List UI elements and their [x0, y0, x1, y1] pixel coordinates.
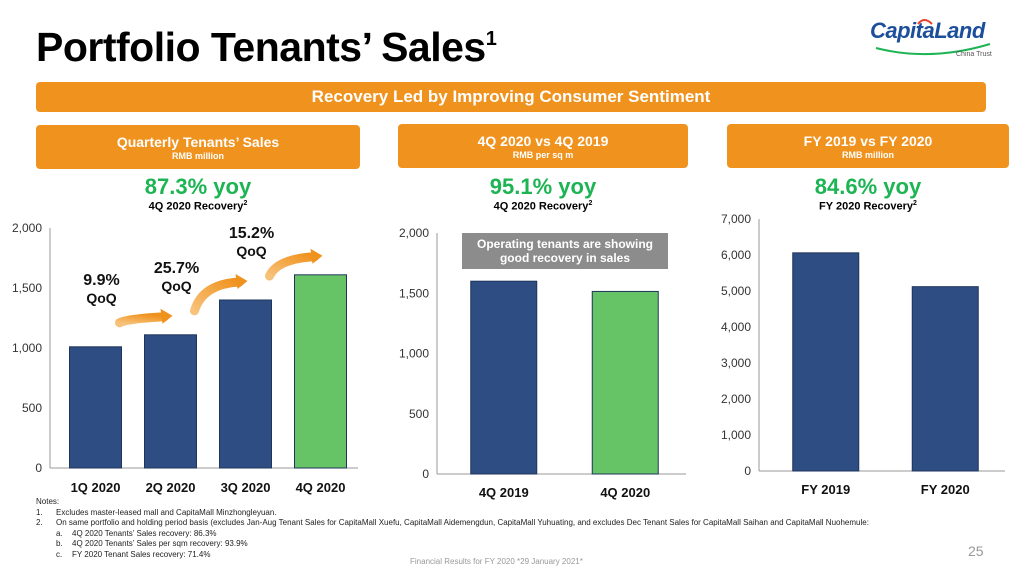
headline-fy: 84.6% yoy — [814, 174, 922, 199]
notes-heading: Notes: — [36, 497, 60, 506]
y-tick-label: 4,000 — [721, 320, 751, 334]
qoq-pct-label: 25.7% — [154, 260, 199, 277]
y-tick-label: 0 — [422, 467, 429, 481]
callout-box — [462, 233, 668, 269]
bar — [69, 346, 122, 469]
page-title: Portfolio Tenants’ Sales1 — [36, 24, 497, 70]
note-item: 1. Excludes master-leased mall and Capita… — [36, 507, 277, 517]
note-subitem: b. 4Q 2020 Tenants’ Sales per sqm recover… — [56, 539, 248, 548]
qoq-arrow-icon — [190, 277, 244, 316]
qoq-arrowhead-icon — [160, 308, 173, 324]
panel-header-fy: FY 2019 vs FY 2020 RMB million — [727, 124, 1009, 168]
y-tick-label: 500 — [409, 407, 429, 421]
footer: Financial Results for FY 2020 *29 Januar… — [410, 557, 583, 566]
logo-brand: CapitaLand — [870, 18, 985, 43]
chart-fy: 0 1,000 2,000 3,000 4,000 5,000 6,000 7,000 FY 2… — [721, 212, 1005, 497]
callout-text: Operating tenants are showing — [477, 237, 653, 251]
y-tick-label: 2,000 — [12, 221, 42, 235]
chart-quarterly: 0 500 1,000 1,500 2,000 1Q 2020 2Q 2020 3Q 2020… — [12, 221, 358, 495]
qoq-pct-label: 9.9% — [83, 272, 119, 289]
qoq-arrowhead-icon — [235, 274, 248, 289]
x-category-label: 4Q 2020 — [296, 480, 346, 495]
callout-text: good recovery in sales — [500, 251, 630, 265]
panel-header-4q: 4Q 2020 vs 4Q 2019 RMB per sq m — [398, 124, 688, 168]
headline-quarterly: 87.3% yoy — [144, 174, 252, 199]
recovery-fy: FY 2020 Recovery2 — [819, 200, 917, 213]
y-tick-label: 2,000 — [721, 392, 751, 406]
qoq-arrow-icon — [115, 312, 169, 328]
y-tick-label: 1,000 — [12, 341, 42, 355]
x-category-label: FY 2020 — [921, 482, 970, 497]
note-item: 2. On same portfolio and holding period b… — [36, 518, 869, 527]
qoq-arrowhead-icon — [310, 248, 323, 264]
y-tick-label: 500 — [22, 401, 42, 415]
x-category-label: 4Q 2019 — [479, 485, 529, 500]
y-tick-label: 1,000 — [399, 347, 429, 361]
theme-banner: Recovery Led by Improving Consumer Senti… — [36, 82, 986, 112]
y-tick-label: 1,000 — [721, 428, 751, 442]
y-tick-label: 1,500 — [12, 281, 42, 295]
y-tick-label: 1,500 — [399, 286, 429, 300]
headline-4q: 95.1% yoy — [489, 174, 597, 199]
x-category-label: FY 2019 — [801, 482, 850, 497]
y-tick-label: 3,000 — [721, 356, 751, 370]
recovery-quarterly: 4Q 2020 Recovery2 — [148, 200, 248, 213]
y-tick-label: 0 — [35, 461, 42, 475]
logo-swoosh-icon — [875, 19, 991, 56]
x-category-label: 4Q 2020 — [600, 485, 650, 500]
capitaland-logo: CapitaLand China Trust — [870, 18, 1000, 62]
x-category-label: 3Q 2020 — [221, 480, 271, 495]
recovery-4q: 4Q 2020 Recovery2 — [493, 200, 593, 213]
y-tick-label: 6,000 — [721, 248, 751, 262]
bar — [294, 274, 347, 469]
bar — [470, 280, 538, 475]
note-subitem: c. FY 2020 Tenant Sales recovery: 71.4% — [56, 549, 211, 559]
bar — [144, 334, 197, 469]
note-subitem: a. 4Q 2020 Tenants’ Sales recovery: 86.3% — [56, 528, 217, 538]
chart-4q: 0 500 1,000 1,500 2,000 4Q 2019 4Q 2020 Operati… — [399, 226, 686, 500]
x-category-label: 2Q 2020 — [146, 480, 196, 495]
qoq-label: QoQ — [161, 278, 191, 294]
page-number: 25 — [968, 543, 984, 559]
panel-header-quarterly: Quarterly Tenants’ Sales RMB million — [36, 125, 360, 169]
qoq-arrow-icon — [265, 252, 319, 281]
bar — [219, 299, 272, 469]
bar — [792, 252, 860, 472]
logo-sub: China Trust — [956, 51, 992, 58]
qoq-label: QoQ — [86, 290, 116, 306]
qoq-pct-label: 15.2% — [229, 225, 274, 242]
notes: Notes: 1. Excludes master-leased mall and… — [36, 497, 956, 560]
y-tick-label: 5,000 — [721, 284, 751, 298]
x-category-label: 1Q 2020 — [71, 480, 121, 495]
y-tick-label: 0 — [744, 464, 751, 478]
qoq-label: QoQ — [236, 243, 266, 259]
y-tick-label: 2,000 — [399, 226, 429, 240]
bar — [591, 290, 659, 475]
bar — [911, 286, 979, 472]
y-tick-label: 7,000 — [721, 212, 751, 226]
